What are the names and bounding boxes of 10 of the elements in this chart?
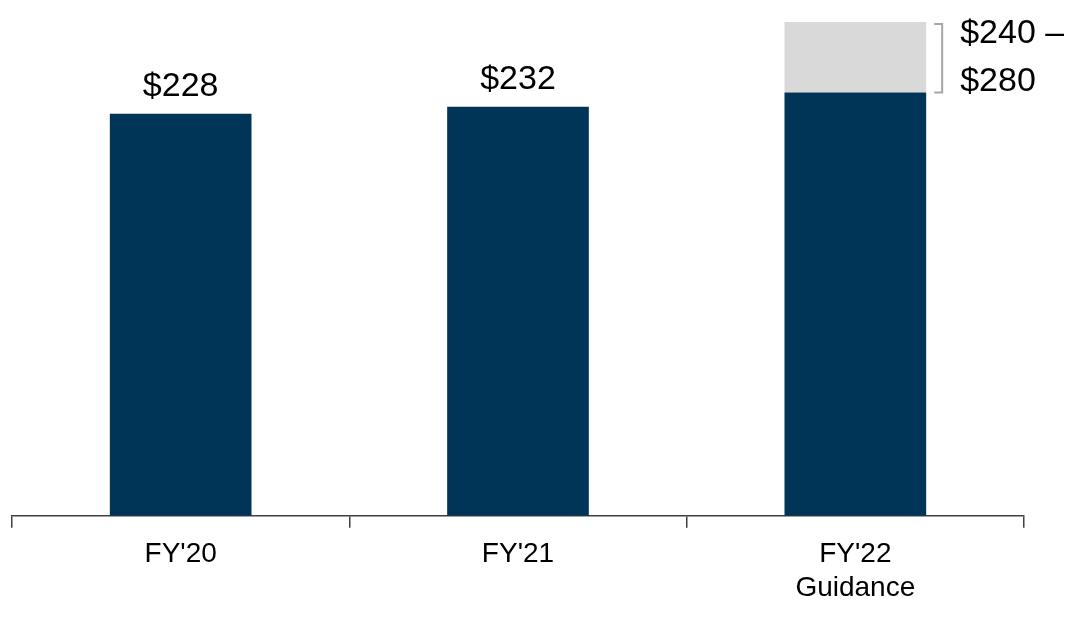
bar	[784, 22, 927, 93]
bar	[447, 106, 589, 516]
x-tick-label: FY'21	[481, 537, 555, 569]
data-label: $228	[142, 65, 219, 104]
bar	[784, 92, 927, 516]
annotation: $240 – $280	[960, 11, 1065, 98]
x-tick-label: FY'20	[144, 537, 217, 569]
x-tick-label: FY'22 Guidance	[795, 537, 916, 602]
data-label: $232	[480, 58, 556, 97]
bar	[109, 113, 252, 516]
